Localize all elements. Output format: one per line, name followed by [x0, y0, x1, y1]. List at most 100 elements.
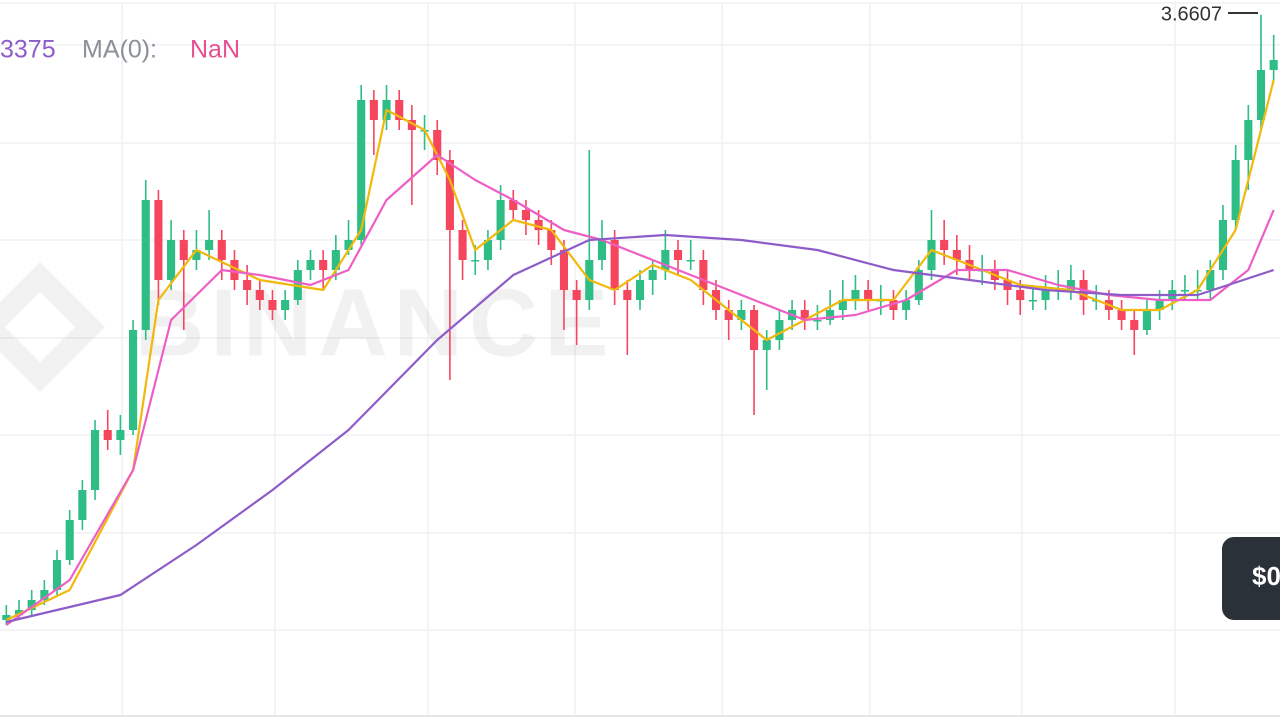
candle-body [52, 560, 62, 590]
candle-body [1066, 280, 1075, 290]
candle-body [154, 200, 163, 280]
candle-body [1180, 290, 1190, 292]
candle-body [1244, 120, 1253, 160]
candle-body [940, 240, 949, 250]
candle-body [838, 300, 847, 310]
candle-body [217, 240, 226, 260]
candle-body [775, 320, 784, 340]
candle-body [1117, 310, 1126, 320]
candle-body [319, 260, 328, 270]
candle-body [648, 270, 657, 280]
candle-body [902, 300, 911, 310]
candle-body [1155, 300, 1164, 310]
candle-body [521, 210, 530, 220]
candle-body [699, 260, 708, 290]
candle-body [1016, 290, 1025, 300]
candle-body [572, 290, 581, 300]
moving-average-line [5, 153, 1275, 626]
price-tag[interactable]: $0 [1222, 537, 1280, 620]
candle-body [281, 300, 290, 310]
candle-body [496, 200, 505, 240]
legend-value: NaN [190, 36, 240, 64]
watermark-logo [0, 262, 105, 392]
candle-body [445, 160, 454, 230]
candle-body [268, 300, 277, 310]
candle-body [851, 290, 860, 300]
candle-body [2, 615, 11, 620]
legend: 3375 MA(0): NaN [0, 36, 240, 64]
candle-body [559, 250, 569, 290]
candle-body [1130, 320, 1139, 330]
candle-body [103, 430, 112, 440]
candle-body [800, 310, 809, 320]
candle-body [623, 290, 632, 300]
candle-body [724, 310, 733, 320]
candle-body [673, 250, 683, 260]
candle-body [813, 320, 822, 322]
price-tag-text[interactable]: $0 [1252, 561, 1280, 591]
candle-body [407, 120, 416, 130]
candle-body [1041, 290, 1050, 300]
candle-body [395, 100, 404, 120]
candle-body [141, 200, 150, 330]
candle-body [1269, 60, 1278, 70]
candle-body [344, 240, 353, 250]
candle-body [534, 220, 543, 230]
price-tag-box[interactable] [1222, 537, 1280, 620]
candle-body [661, 250, 670, 270]
candle-body [826, 310, 835, 320]
candle-body [90, 430, 100, 490]
candle-body [610, 240, 619, 290]
candle-body [167, 240, 176, 280]
candle-body [27, 600, 36, 610]
moving-average-line [6, 233, 1275, 624]
candle-body [1142, 310, 1151, 330]
candle-body [230, 260, 239, 280]
candle-body [1218, 220, 1228, 270]
candle-body [737, 310, 746, 320]
candle-body [78, 490, 87, 520]
candle-body [306, 260, 315, 270]
legend-label: MA(0): [82, 36, 157, 64]
candle-body [483, 240, 492, 260]
candle-body [433, 130, 442, 160]
candle-body [192, 250, 201, 260]
candle-body [458, 230, 467, 260]
moving-average-line [5, 79, 1275, 621]
candle-body [952, 250, 961, 260]
candle-body [255, 290, 264, 300]
plot [2, 14, 1278, 626]
legend-value: 3375 [0, 36, 56, 64]
candle-body [1206, 270, 1215, 290]
candle-body [369, 100, 378, 120]
candle-body [889, 300, 898, 310]
watermark-text: BINANCE [135, 269, 614, 376]
candle-body [40, 590, 49, 600]
candle-body [597, 240, 607, 260]
candle-body [927, 240, 936, 270]
candle-body [914, 270, 923, 300]
candle-body [243, 280, 252, 290]
candle-body [357, 100, 366, 240]
candle-body [762, 340, 771, 350]
candle-body [547, 230, 556, 250]
candle-body [1256, 70, 1266, 120]
candle-body [179, 240, 188, 260]
candle-body [205, 240, 214, 250]
candle-body [864, 290, 873, 300]
candle-body [14, 610, 24, 615]
candle-body [635, 280, 645, 300]
candle-body [129, 330, 138, 430]
candle-body [1028, 300, 1037, 302]
candle-body [116, 430, 125, 440]
watermark: BINANCE [0, 262, 614, 392]
candle-body [1231, 160, 1240, 220]
candle-body [509, 200, 518, 210]
candle-body [65, 520, 74, 560]
candle-body [471, 260, 480, 262]
max-label: 3.6607 [1161, 3, 1222, 25]
candle-body [331, 250, 340, 270]
candle-body [686, 260, 695, 262]
